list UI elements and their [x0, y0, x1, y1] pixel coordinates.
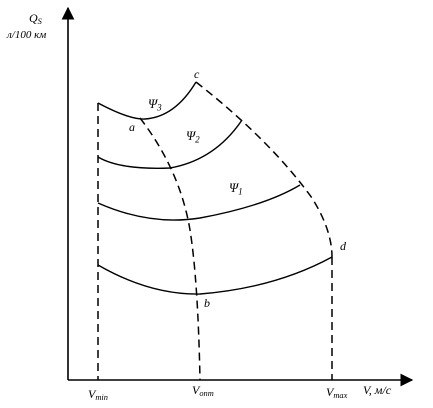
max-speed-dashed-curve: [195, 81, 333, 258]
tick-label-vopt: Vопт: [192, 383, 214, 399]
curve-psi1: [97, 184, 301, 221]
curve-psi3: [97, 81, 197, 120]
optimal-speed-dashed-curve: [139, 117, 201, 381]
x-axis-label: V, м/с: [363, 383, 392, 397]
point-label-b: b: [204, 296, 210, 310]
point-label-c: c: [194, 67, 200, 81]
curve-label-psi1: Ψ1: [229, 180, 243, 197]
curve-psi2: [97, 119, 243, 169]
point-label-a: a: [129, 120, 135, 134]
curve-label-psi3: Ψ3: [148, 96, 162, 113]
tick-label-vmax: Vmax: [326, 385, 348, 401]
curve-psi0: [97, 256, 333, 295]
tick-label-vmin: Vmin: [88, 387, 108, 403]
point-label-d: d: [340, 239, 346, 253]
curve-label-psi2: Ψ2: [186, 128, 200, 145]
y-axis-label: QS: [29, 11, 42, 27]
y-axis-unit: л/100 км: [7, 29, 47, 41]
